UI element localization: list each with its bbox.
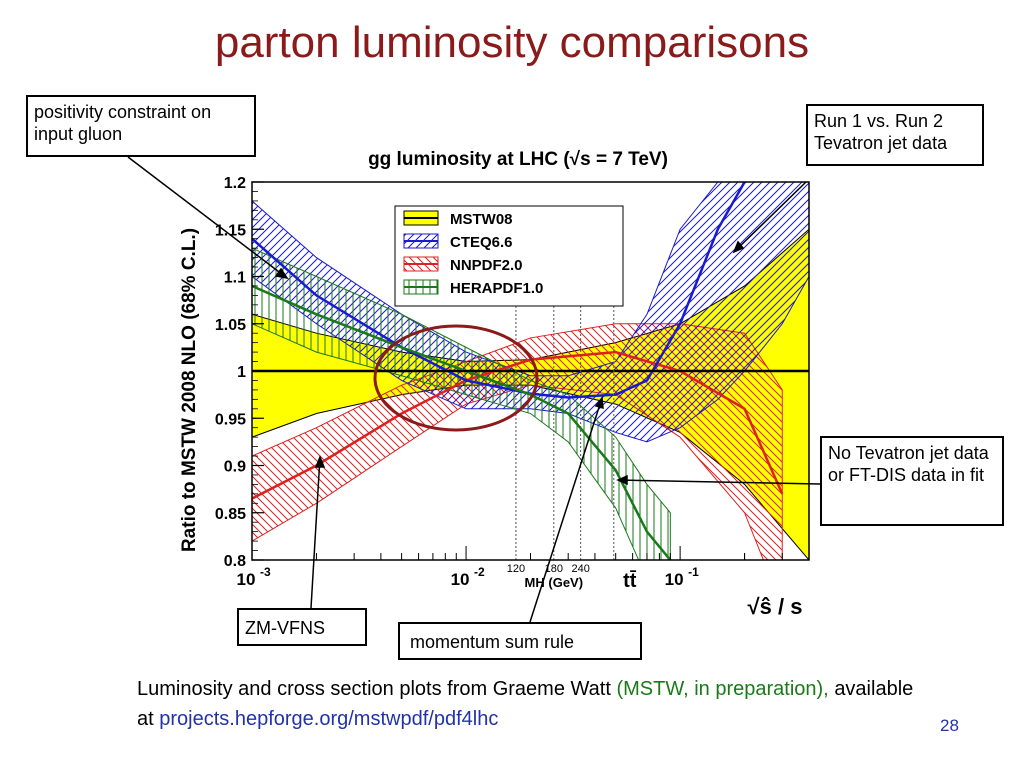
highlight-ellipse — [373, 324, 539, 432]
marker-axis-label: MH (GeV) — [525, 575, 584, 590]
legend-label-nnpdf2-0: NNPDF2.0 — [450, 257, 523, 274]
y-tick-label: 0.95 — [215, 411, 246, 428]
marker-label-180: 180 — [545, 563, 563, 575]
arrowhead-no-tevatron — [616, 474, 628, 486]
footer-part3: available at — [137, 678, 914, 730]
x-tick-label: 10 — [451, 570, 470, 589]
footer-link[interactable]: projects.hepforge.org/mstwpdf/pdf4lhc — [159, 708, 499, 730]
footer-part1: Luminosity and cross section plots from … — [137, 678, 611, 700]
y-axis-label: Ratio to MSTW 2008 NLO (68% C.L.) — [179, 228, 200, 552]
y-tick-label: 0.8 — [224, 553, 246, 570]
arrow-momentum — [529, 397, 603, 623]
legend-label-cteq6-6: CTEQ6.6 — [450, 234, 513, 251]
legend-label-herapdf1-0: HERAPDF1.0 — [450, 280, 543, 297]
chart-title: gg luminosity at LHC (√s = 7 TeV) — [368, 149, 668, 170]
x-tick-exponent: -2 — [474, 565, 485, 579]
band-herapdf1-0 — [252, 247, 671, 560]
footer-part2: (MSTW, in preparation), — [616, 678, 829, 700]
arrow-zmvfns — [310, 456, 321, 609]
callout-no-tevatron: No Tevatron jet data or FT-DIS data in f… — [820, 436, 1004, 526]
y-tick-label: 1.05 — [215, 317, 246, 334]
callout-momentum: momentum sum rule — [398, 622, 642, 660]
arrowhead-positivity — [274, 267, 289, 280]
arrow-run — [733, 181, 807, 253]
ttbar-label: tt̄ — [623, 570, 637, 592]
callout-run: Run 1 vs. Run 2 Tevatron jet data — [806, 104, 984, 166]
arrowhead-momentum — [594, 396, 604, 410]
footer-text: Luminosity and cross section plots from … — [137, 674, 917, 734]
y-tick-label: 1.2 — [224, 175, 246, 192]
slide-title: parton luminosity comparisons — [214, 18, 810, 67]
chart-legend: MSTW08 CTEQ6.6 NNPDF2.0 HERAPDF1.0 — [394, 205, 624, 307]
x-tick-label: 10 — [665, 570, 684, 589]
marker-label-240: 240 — [571, 563, 589, 575]
x-tick-label: 10 — [237, 570, 256, 589]
arrow-no-tevatron — [617, 479, 821, 485]
callout-positivity: positivity constraint on input gluon — [26, 95, 256, 157]
y-tick-label: 0.85 — [215, 506, 246, 523]
arrow-positivity — [127, 156, 288, 279]
marker-label-120: 120 — [507, 563, 525, 575]
central-herapdf1-0 — [252, 284, 672, 560]
y-tick-label: 1 — [237, 364, 246, 381]
callout-zmvfns: ZM-VFNS — [237, 608, 367, 646]
y-tick-label: 1.15 — [215, 222, 246, 239]
y-tick-label: 1.1 — [224, 270, 246, 287]
page-number: 28 — [940, 716, 959, 735]
arrowhead-zmvfns — [314, 454, 326, 468]
x-tick-exponent: -1 — [688, 565, 699, 579]
band-cteq6-6 — [252, 182, 809, 443]
x-axis-label: √ŝ / s — [748, 594, 803, 619]
x-tick-exponent: -3 — [260, 565, 271, 579]
arrowhead-run — [732, 240, 745, 254]
y-tick-label: 0.9 — [224, 459, 246, 476]
legend-label-mstw08: MSTW08 — [450, 211, 513, 228]
